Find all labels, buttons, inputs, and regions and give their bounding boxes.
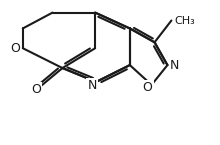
Text: CH₃: CH₃ xyxy=(174,16,195,26)
Text: N: N xyxy=(88,79,97,92)
Text: O: O xyxy=(10,42,20,55)
Text: O: O xyxy=(143,81,153,94)
Text: N: N xyxy=(170,59,179,72)
Text: O: O xyxy=(31,83,41,96)
